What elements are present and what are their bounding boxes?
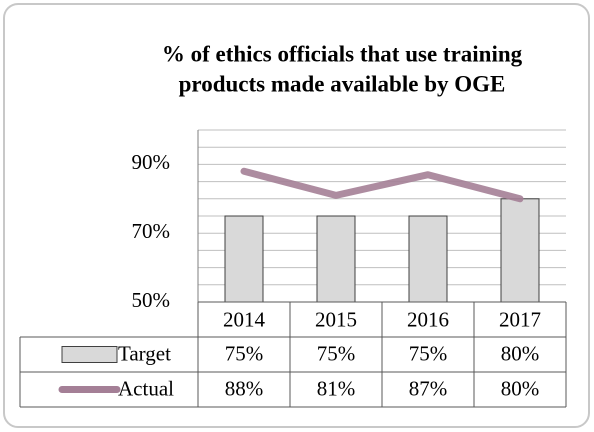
y-tick-label: 90% [132, 150, 171, 174]
x-tick-label: 2015 [315, 307, 357, 331]
y-tick-label: 70% [132, 219, 171, 243]
chart-title: products made available by OGE [179, 71, 506, 96]
table-value: 75% [409, 341, 448, 365]
table-value: 81% [317, 376, 356, 400]
table-value: 80% [501, 376, 540, 400]
bar [224, 215, 264, 303]
line-series [240, 167, 524, 203]
table-value: 80% [501, 341, 540, 365]
table-value: 88% [225, 376, 264, 400]
x-tick-label: 2014 [223, 307, 266, 331]
bar [500, 198, 540, 303]
table-value: 75% [317, 341, 356, 365]
table-value: 75% [225, 341, 264, 365]
chart-title: % of ethics officials that use training [162, 41, 523, 66]
bar [316, 215, 356, 303]
x-tick-label: 2016 [407, 307, 449, 331]
legend-label: Actual [118, 376, 174, 400]
legend-label: Target [118, 341, 171, 365]
bar [408, 215, 448, 303]
legend-swatch [61, 346, 118, 363]
x-tick-label: 2017 [499, 307, 541, 331]
y-tick-label: 50% [132, 288, 171, 312]
table-value: 87% [409, 376, 448, 400]
